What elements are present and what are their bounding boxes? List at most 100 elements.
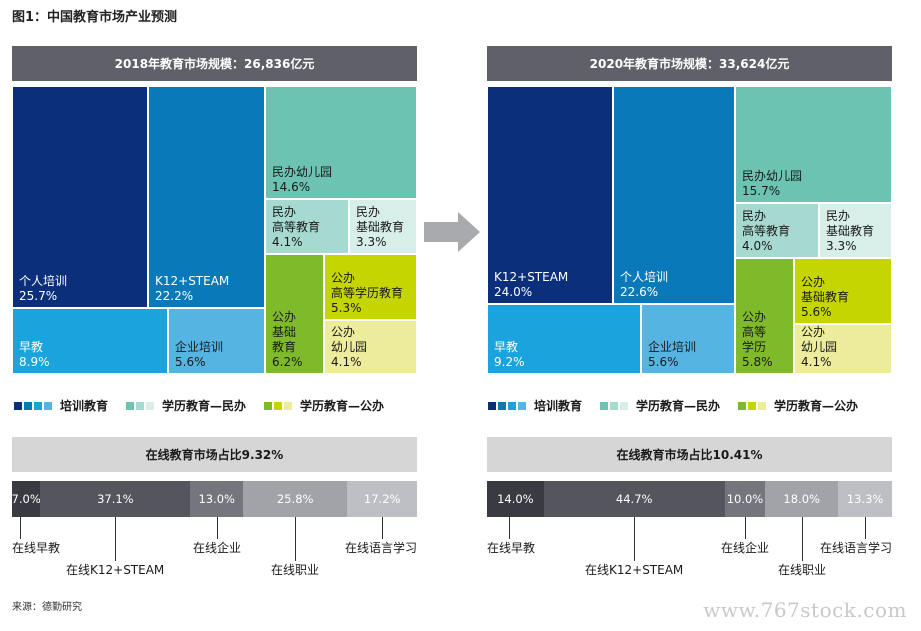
treemap-2018: 个人培训 25.7% K12+STEAM 22.2% 早教 8.9% 企业培训 5.6% 民办幼… <box>12 86 417 374</box>
treemap-tile-name: 个人培训 <box>19 274 68 288</box>
treemap-tile-value: 6.2% <box>272 355 303 369</box>
online-share-2018-title: 在线教育市场占比9.32% <box>12 437 417 472</box>
legend-item: 培训教育 <box>14 397 108 414</box>
treemap-tile-name: 早教 <box>494 340 519 354</box>
bar-leader-line <box>802 517 803 561</box>
legend-swatch <box>498 401 506 410</box>
source-note: 来源：德勤研究 <box>12 602 82 613</box>
treemap-tile-label: K12+STEAM 24.0% <box>494 270 568 300</box>
legend-label: 学历教育—民办 <box>636 399 721 413</box>
legend-swatch <box>146 401 155 410</box>
treemap-tile-label: 早教 8.9% <box>19 340 50 370</box>
legend-swatch <box>600 401 609 410</box>
legend-swatch <box>34 401 42 410</box>
bar-segment-name: 在线K12+STEAM <box>66 563 165 577</box>
treemap-tile-name: 企业培训 <box>648 340 697 354</box>
treemap-tile-label: 民办幼儿园 15.7% <box>742 169 802 199</box>
legend-swatch <box>14 401 22 410</box>
treemap-tile-label: 民办幼儿园 14.6% <box>272 165 332 195</box>
bar-segment-value: 13.0% <box>198 492 235 506</box>
treemap-tile: K12+STEAM 24.0% <box>487 86 613 304</box>
bar-segment-name: 在线职业 <box>271 563 320 577</box>
treemap-tile: 民办 高等教育 4.1% <box>265 199 349 254</box>
treemap-tile-name: 公办 幼儿园 <box>331 325 368 354</box>
bar-segment: 14.0% <box>487 481 544 517</box>
bar-segment: 18.0% <box>765 481 839 517</box>
treemap-tile-value: 3.3% <box>356 235 387 249</box>
legend-swatch <box>518 401 526 410</box>
treemap-tile-label: 民办 高等教育 4.1% <box>272 205 320 250</box>
treemap-tile-name: 企业培训 <box>175 340 224 354</box>
bar-segment-name: 在线企业 <box>721 541 770 555</box>
bar-segment: 44.7% <box>543 481 725 517</box>
treemap-tile-name: 公办 基础 教育 <box>272 310 297 354</box>
treemap-2018-title: 2018年教育市场规模：26,836亿元 <box>12 46 417 81</box>
treemap-tile-label: 民办 基础教育 3.3% <box>826 209 874 254</box>
treemap-tile-name: 公办 幼儿园 <box>801 325 838 354</box>
treemap-tile-value: 8.9% <box>19 355 50 369</box>
treemap-tile-label: 企业培训 5.6% <box>648 340 696 370</box>
bar-segment-name: 在线语言学习 <box>345 541 418 555</box>
treemap-tile: 公办 基础教育 5.6% <box>794 258 892 324</box>
treemap-tile-name: 早教 <box>19 340 44 354</box>
bar-segment: 37.1% <box>40 481 191 517</box>
treemap-tile: 早教 9.2% <box>487 304 641 374</box>
online-bar-2018: 7.0% 在线早教 37.1% 在线K12+STEAM 13.0% 在线企业 25.8% 在线… <box>12 481 417 581</box>
bar-segment-name: 在线早教 <box>487 541 536 555</box>
treemap-tile-value: 4.1% <box>331 355 362 369</box>
treemap-tile-name: 民办 高等教育 <box>272 205 321 234</box>
legend-swatch <box>758 401 767 410</box>
treemap-tile-name: 公办 基础教育 <box>801 275 850 304</box>
treemap-tile-name: 民办 基础教育 <box>356 205 405 234</box>
treemap-tile-value: 15.7% <box>742 184 781 198</box>
treemap-tile-label: 公办 高等 学历 5.8% <box>742 310 773 370</box>
treemap-tile-value: 5.8% <box>742 355 773 369</box>
bar-leader-line <box>745 517 746 539</box>
treemap-tile-label: K12+STEAM 22.2% <box>155 274 229 304</box>
treemap-tile-label: 早教 9.2% <box>494 340 525 370</box>
legend-swatch <box>738 401 747 410</box>
treemap-tile: 民办 基础教育 3.3% <box>349 199 417 254</box>
legend-swatch <box>284 401 293 410</box>
legend-swatch <box>508 401 516 410</box>
bar-segment-value: 18.0% <box>783 492 820 506</box>
bar-segment-value: 10.0% <box>726 492 764 506</box>
treemap-tile: 企业培训 5.6% <box>641 304 735 374</box>
treemap-2020: K12+STEAM 24.0% 个人培训 22.6% 早教 9.2% 企业培训 5.6% 民办幼… <box>487 86 892 374</box>
legend-item: 学历教育—民办 <box>126 397 246 414</box>
legend-swatch <box>24 401 32 410</box>
treemap-tile-label: 民办 高等教育 4.0% <box>742 209 790 254</box>
treemap-tile-value: 25.7% <box>19 289 58 303</box>
treemap-tile-label: 公办 幼儿园 4.1% <box>331 325 367 370</box>
treemap-tile: 个人培训 22.6% <box>613 86 735 304</box>
treemap-tile-label: 个人培训 22.6% <box>620 270 668 300</box>
legend-label: 学历教育—民办 <box>162 399 247 413</box>
treemap-tile-name: 民办幼儿园 <box>272 165 333 179</box>
bar-leader-line <box>115 517 116 561</box>
treemap-tile-label: 企业培训 5.6% <box>175 340 223 370</box>
legend-swatch <box>136 401 145 410</box>
treemap-tile-value: 22.2% <box>155 289 194 303</box>
online-bar-2020: 14.0% 在线早教 44.7% 在线K12+STEAM 10.0% 在线企业 18.0% 在… <box>487 481 892 581</box>
bar-segment: 25.8% <box>243 481 348 517</box>
treemap-tile-value: 4.0% <box>742 239 773 253</box>
treemap-tile-value: 5.3% <box>331 301 362 315</box>
legend-item: 学历教育—民办 <box>600 397 720 414</box>
treemap-tile-name: 民办 高等教育 <box>742 209 791 238</box>
legend-label: 培训教育 <box>60 399 109 413</box>
treemap-tile-value: 24.0% <box>494 285 533 299</box>
treemap-tile-name: 民办幼儿园 <box>742 169 803 183</box>
treemap-tile: K12+STEAM 22.2% <box>148 86 265 308</box>
bar-segment-value: 14.0% <box>497 492 534 506</box>
legend-2020: 培训教育 学历教育—民办 学历教育—公办 <box>488 397 876 414</box>
treemap-tile-name: K12+STEAM <box>155 274 230 288</box>
bar-segment: 7.0% <box>12 481 41 517</box>
bar-segment: 17.2% <box>347 481 417 517</box>
treemap-tile-value: 4.1% <box>272 235 303 249</box>
treemap-tile-label: 公办 高等学历教育 5.3% <box>331 271 403 316</box>
bar-segment-value: 44.7% <box>615 492 653 506</box>
legend-label: 学历教育—公办 <box>774 399 859 413</box>
legend-swatch <box>264 401 273 410</box>
treemap-tile-value: 5.6% <box>801 305 832 319</box>
legend-swatch <box>610 401 619 410</box>
